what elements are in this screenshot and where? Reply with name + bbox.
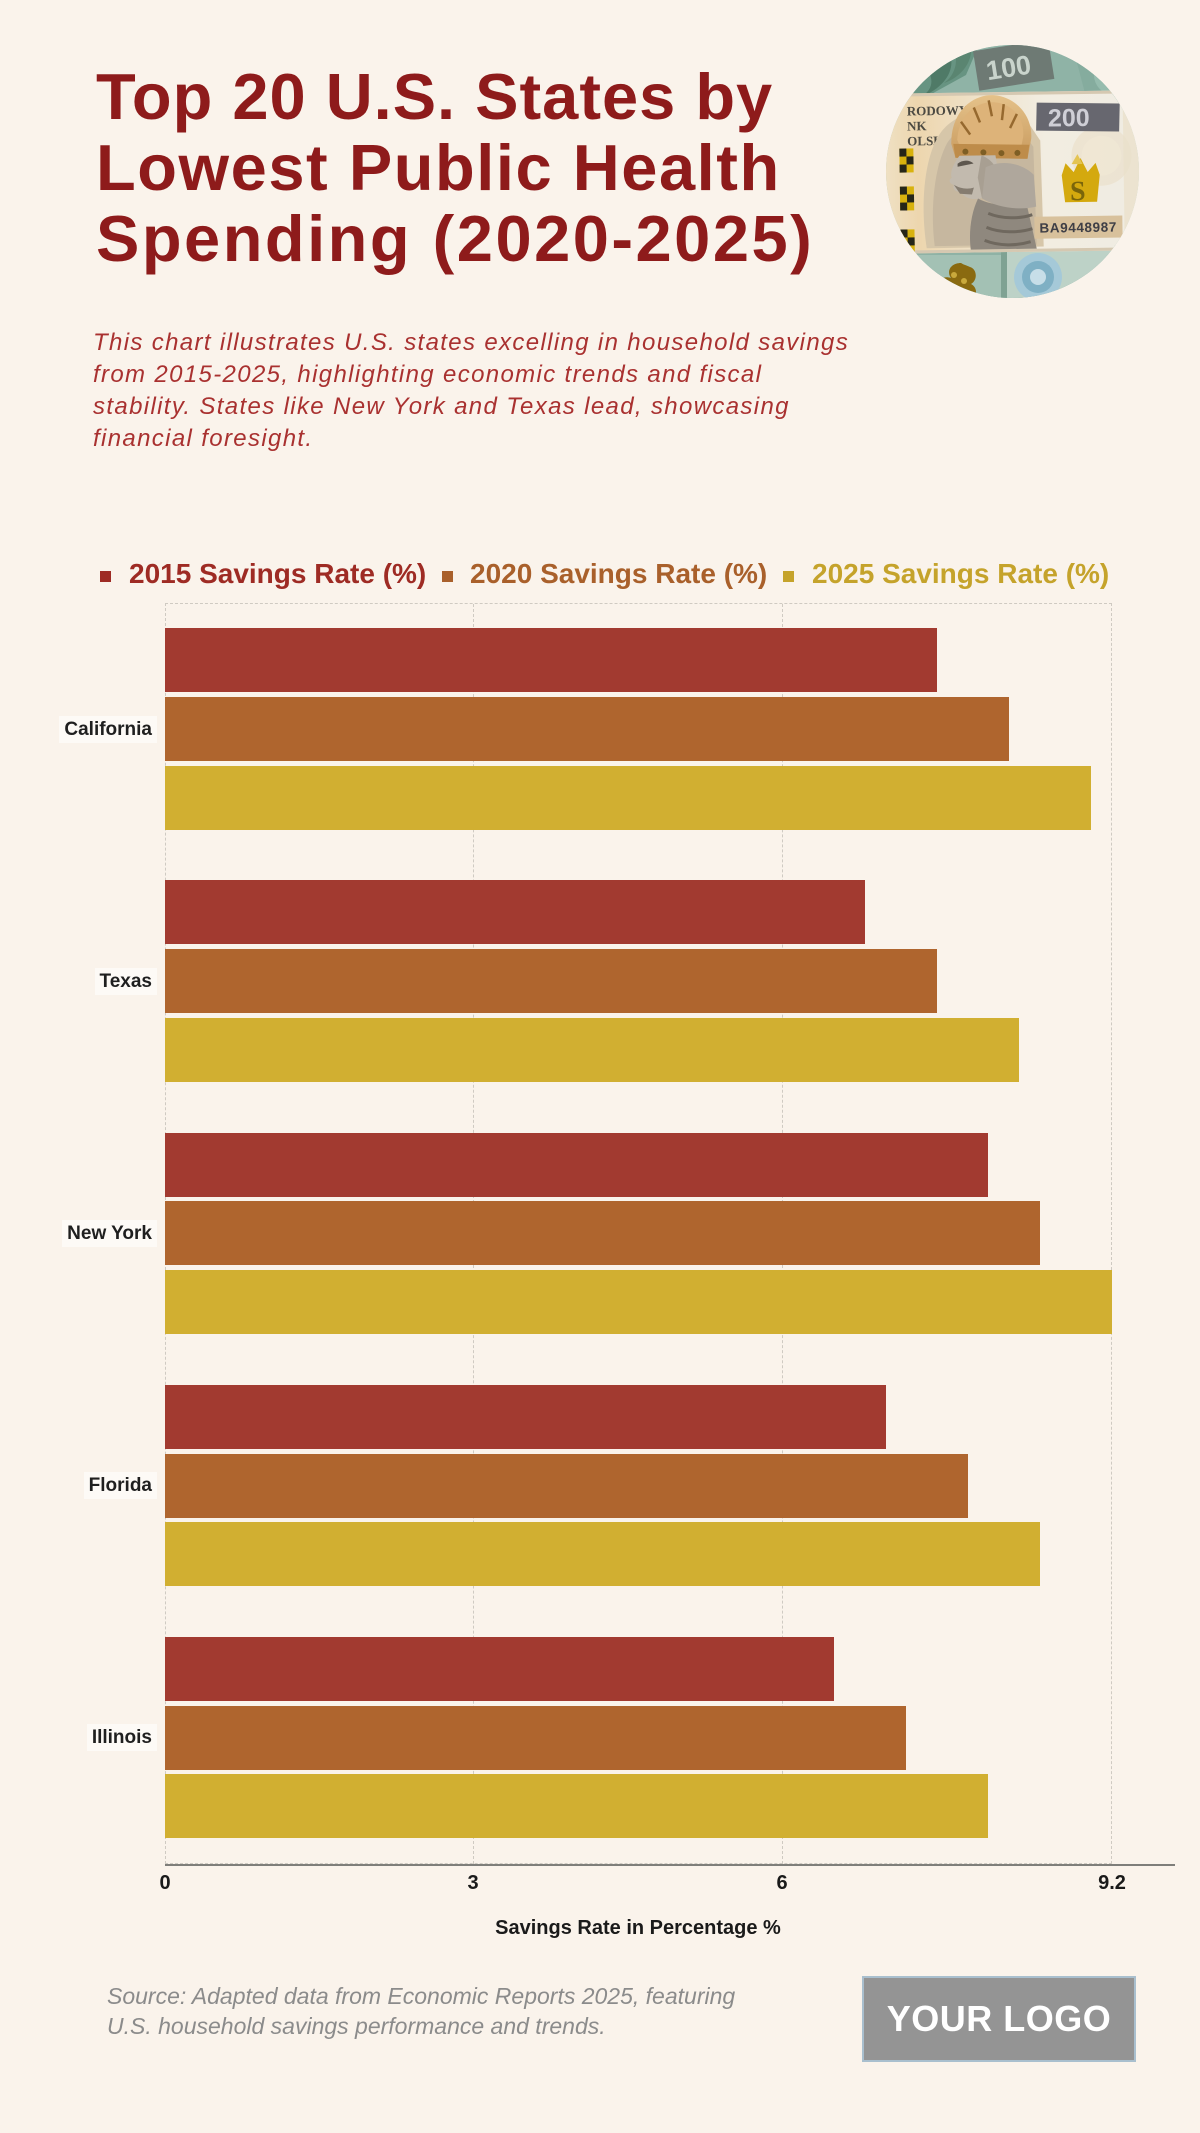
- svg-text:NK: NK: [907, 118, 928, 133]
- svg-text:RODOWY: RODOWY: [907, 103, 969, 119]
- svg-text:200: 200: [1048, 104, 1090, 133]
- svg-text:S: S: [1070, 176, 1086, 207]
- svg-text:100: 100: [984, 50, 1033, 87]
- svg-text:BA9448987: BA9448987: [1039, 220, 1117, 236]
